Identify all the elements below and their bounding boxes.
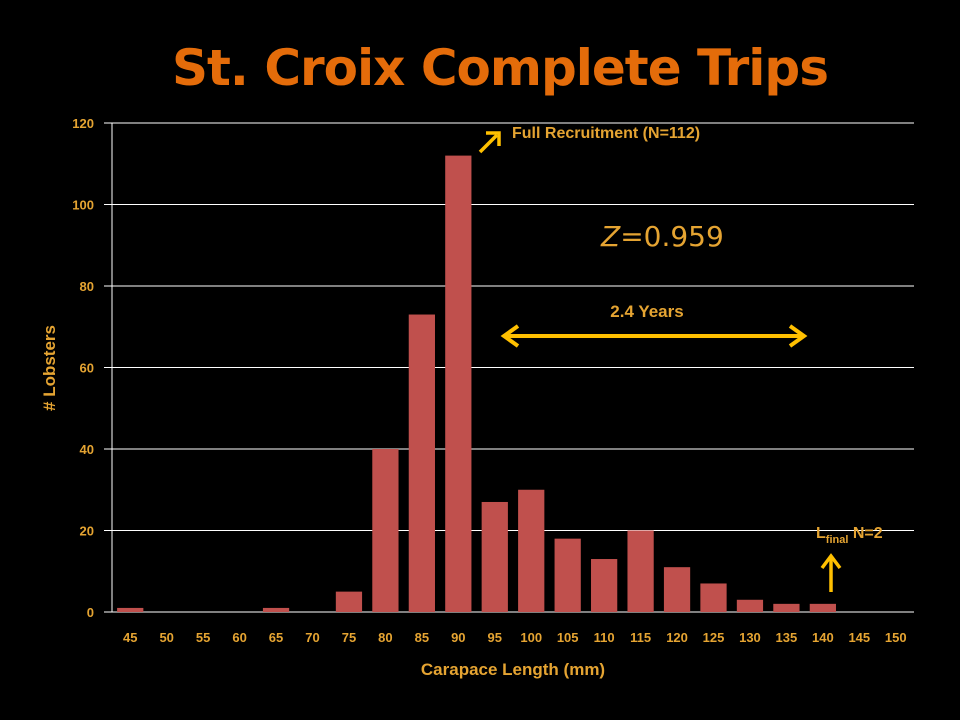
x-tick-label: 135 (776, 630, 798, 645)
x-tick-label: 145 (848, 630, 870, 645)
full-recruitment-label: Full Recruitment (N=112) (512, 125, 700, 142)
z-symbol: Z (600, 220, 621, 253)
x-tick-label: 65 (269, 630, 283, 645)
bar-45 (117, 607, 144, 612)
x-tick-label: 45 (123, 630, 137, 645)
bar-135 (773, 603, 800, 612)
bar-95 (481, 501, 508, 612)
bar-80 (372, 449, 399, 612)
x-tick-label: 80 (378, 630, 392, 645)
y-tick-label: 80 (80, 279, 94, 294)
years-label: 2.4 Years (610, 302, 683, 321)
x-tick-label: 85 (415, 630, 429, 645)
x-tick-label: 110 (594, 630, 615, 645)
bar-110 (591, 559, 618, 612)
bar-90 (445, 155, 472, 612)
x-tick-label: 70 (305, 630, 319, 645)
x-tick-label: 95 (488, 630, 502, 645)
x-tick-label: 100 (520, 630, 542, 645)
gridlines (104, 122, 914, 613)
bar-65 (262, 607, 290, 612)
bar-125 (700, 583, 727, 612)
x-tick-label: 90 (451, 630, 465, 645)
x-tick-label: 105 (557, 630, 579, 645)
full-recruitment-arrow-icon (478, 133, 499, 154)
x-tick-label: 140 (812, 630, 834, 645)
x-tick-label: 50 (159, 630, 173, 645)
z-number: =0.959 (620, 220, 724, 253)
bar-115 (627, 530, 654, 612)
bar-85 (408, 314, 435, 612)
lfinal-label: Lfinal N=2 (816, 525, 883, 546)
y-tick-label: 120 (72, 116, 94, 131)
x-tick-label: 55 (196, 630, 210, 645)
bar-100 (518, 489, 545, 612)
x-tick-label: 125 (703, 630, 725, 645)
bar-140 (809, 603, 836, 612)
z-value-label: Z=0.959 (600, 220, 724, 253)
x-tick-label: 120 (666, 630, 688, 645)
bars (117, 155, 836, 612)
lfinal-annotation: Lfinal N=2 (816, 525, 883, 592)
y-axis-label: # Lobsters (40, 325, 59, 411)
bar-75 (335, 591, 363, 612)
years-annotation: 2.4 Years (500, 302, 808, 348)
y-tick-label: 20 (80, 524, 94, 539)
y-tick-label: 0 (87, 605, 94, 620)
x-tick-label: 130 (739, 630, 761, 645)
x-tick-label: 150 (885, 630, 907, 645)
x-tick-label: 60 (232, 630, 246, 645)
x-axis-label: Carapace Length (mm) (421, 660, 605, 679)
full-recruitment-annotation: Full Recruitment (N=112) (478, 125, 700, 154)
x-tick-label: 115 (630, 630, 651, 645)
y-tick-label: 100 (72, 198, 94, 213)
y-tick-labels: 0 20 40 60 80 100 120 (72, 116, 94, 620)
y-tick-label: 40 (80, 442, 94, 457)
x-tick-labels: 45 50 55 60 65 70 75 80 85 90 95 100 105 110 115 120 125… (123, 630, 907, 645)
bar-120 (663, 567, 691, 612)
bar-130 (736, 599, 764, 612)
bar-105 (554, 538, 581, 612)
x-tick-label: 75 (342, 630, 356, 645)
y-tick-label: 60 (80, 361, 94, 376)
chart-title: St. Croix Complete Trips (172, 39, 829, 97)
